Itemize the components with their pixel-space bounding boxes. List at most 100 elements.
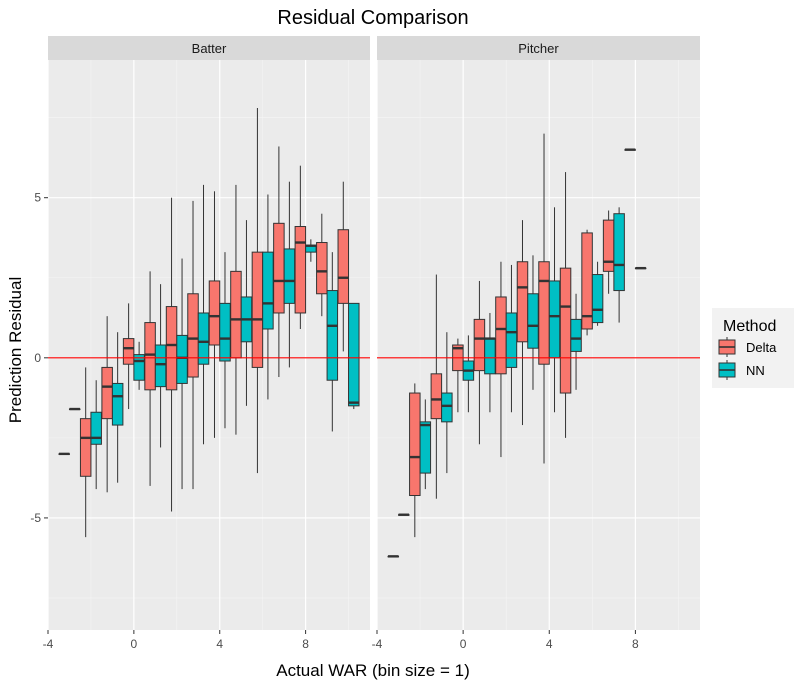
box — [473, 318, 486, 372]
box — [283, 248, 296, 304]
box — [230, 270, 242, 359]
box — [122, 338, 135, 365]
x-tick-label: -4 — [372, 637, 383, 651]
y-axis-label: Prediction Residual — [6, 277, 25, 423]
boxplot-delta — [122, 303, 135, 410]
boxplot-nn — [90, 380, 102, 490]
facet-label: Batter — [192, 41, 227, 56]
box — [527, 293, 539, 349]
box — [273, 222, 285, 314]
boxplot-delta — [58, 452, 70, 456]
boxplot-nn — [505, 264, 518, 413]
boxplot-delta — [165, 197, 178, 512]
box — [559, 267, 572, 394]
boxplot-nn — [398, 513, 410, 516]
boxplot-nn — [591, 261, 604, 326]
facet-panels: Batter -4 0 4 8 -5 0 5 Pitcher -4 0 4 8 — [30, 36, 700, 651]
boxplot-delta — [495, 261, 507, 458]
box — [570, 318, 582, 352]
box — [337, 229, 350, 304]
box — [326, 290, 339, 381]
x-tick-label: 4 — [216, 637, 223, 651]
x-tick-label: 8 — [632, 637, 639, 651]
box — [430, 373, 443, 420]
x-axis-label: Actual WAR (bin size = 1) — [276, 661, 470, 680]
box — [613, 213, 625, 292]
box — [505, 312, 518, 368]
box — [441, 392, 453, 423]
boxplot-nn — [348, 302, 360, 410]
box — [154, 344, 167, 388]
box — [516, 261, 529, 343]
chart-title: Residual Comparison — [277, 7, 468, 29]
boxplot-delta — [79, 367, 92, 538]
facet-strip — [377, 36, 700, 60]
box — [176, 334, 188, 384]
boxplot-delta — [581, 229, 593, 336]
panel-pitcher: Pitcher -4 0 4 8 — [372, 36, 700, 651]
box — [111, 382, 124, 426]
legend: Method Delta NN — [712, 308, 794, 388]
x-tick-label: 0 — [131, 637, 138, 651]
box — [101, 366, 113, 420]
panel-batter: Batter -4 0 4 8 -5 0 5 — [30, 36, 370, 651]
box — [348, 302, 360, 407]
y-tick-label: 0 — [34, 351, 41, 365]
box — [219, 302, 231, 362]
box — [208, 280, 221, 346]
boxplot-nn — [419, 399, 432, 490]
legend-label: Delta — [746, 340, 777, 355]
x-tick-label: -4 — [43, 637, 54, 651]
boxplot-delta — [208, 191, 221, 438]
x-tick-label: 8 — [302, 637, 309, 651]
y-tick-label: -5 — [30, 511, 41, 525]
boxplot-nn — [634, 266, 647, 270]
boxplot-nn — [197, 184, 210, 445]
boxplot-nn — [326, 252, 339, 432]
legend-items: Delta NN — [716, 336, 777, 381]
y-tick-label: 5 — [34, 191, 41, 205]
box — [187, 293, 199, 378]
boxplot-nn — [484, 312, 496, 413]
box — [419, 421, 432, 474]
legend-title: Method — [723, 318, 776, 335]
boxplot-nn — [441, 332, 453, 474]
facet-label: Pitcher — [518, 41, 559, 56]
box — [581, 232, 593, 330]
x-tick-label: 0 — [460, 637, 467, 651]
legend-item-nn: NN — [716, 359, 765, 381]
box — [409, 392, 421, 497]
boxplot-nn — [527, 255, 539, 390]
box — [538, 261, 550, 365]
boxplot-delta — [101, 316, 113, 493]
boxplot-delta — [316, 213, 328, 317]
legend-item-delta: Delta — [716, 336, 777, 358]
box — [602, 219, 615, 272]
boxplot-delta — [337, 181, 350, 352]
box — [197, 312, 210, 365]
box — [262, 251, 274, 330]
legend-label: NN — [746, 363, 765, 378]
box — [484, 338, 496, 375]
box — [144, 322, 156, 391]
boxplot-delta — [294, 165, 307, 329]
box — [133, 354, 145, 381]
boxplot-nn — [613, 207, 625, 323]
box — [548, 280, 561, 359]
boxplot-delta — [624, 148, 636, 151]
box — [591, 274, 604, 324]
box — [495, 296, 507, 375]
facet-strip — [48, 36, 370, 60]
boxplot-nn — [283, 181, 296, 368]
boxplot-nn — [462, 335, 475, 413]
box — [316, 242, 328, 295]
box — [251, 251, 264, 368]
box — [294, 226, 307, 314]
boxplot-nn — [305, 239, 317, 262]
box — [90, 411, 102, 445]
box — [79, 418, 92, 477]
x-tick-label: 4 — [546, 637, 553, 651]
boxplot-nn — [68, 407, 81, 411]
boxplot-delta — [187, 200, 199, 490]
